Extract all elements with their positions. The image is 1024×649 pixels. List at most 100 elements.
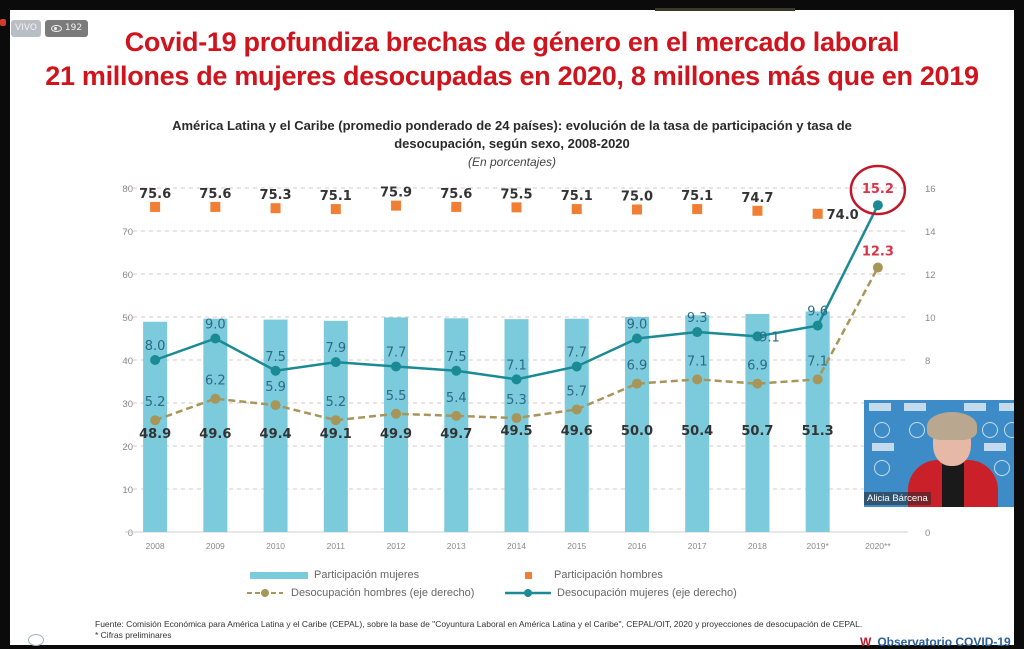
live-badge: VIVO bbox=[11, 20, 41, 37]
point-desocupacion-mujeres bbox=[150, 355, 161, 365]
backdrop-tile bbox=[984, 443, 1006, 451]
x-axis-tick-label: 2016 bbox=[628, 541, 647, 551]
data-label-participacion-hombres: 75.0 bbox=[621, 190, 653, 205]
data-label-desocupacion-hombres: 12.3 bbox=[862, 245, 894, 260]
legend-label: Participación mujeres bbox=[314, 569, 420, 581]
point-desocupacion-hombres bbox=[752, 378, 763, 389]
point-desocupacion-hombres bbox=[571, 404, 582, 415]
data-label-participacion-hombres: 75.9 bbox=[380, 186, 412, 201]
bar-participacion-mujeres bbox=[384, 317, 409, 532]
data-label-desocupacion-mujeres: 7.7 bbox=[566, 345, 587, 360]
data-label-participacion-mujeres: 49.4 bbox=[260, 427, 292, 442]
right-axis-tick-label: 14 bbox=[925, 227, 936, 238]
marker-participacion-hombres bbox=[752, 205, 763, 216]
data-label-desocupacion-hombres: 5.7 bbox=[566, 384, 587, 399]
x-axis-tick-label: 2014 bbox=[507, 541, 526, 551]
point-desocupacion-mujeres bbox=[571, 361, 582, 372]
right-axis-tick-label: 12 bbox=[925, 270, 936, 281]
point-desocupacion-mujeres bbox=[330, 357, 341, 368]
marker-participacion-hombres bbox=[631, 204, 642, 215]
observatory-text: Observatorio COVID-19 bbox=[877, 635, 1011, 649]
legend-item-desocupacion-hombres: Desocupación hombres (eje derecho) bbox=[245, 587, 474, 599]
data-label-desocupacion-hombres: 7.1 bbox=[687, 354, 708, 369]
data-label-desocupacion-mujeres: 9.0 bbox=[205, 318, 226, 333]
speaker-video[interactable]: Alicia Bárcena bbox=[864, 400, 1022, 507]
marker-participacion-hombres bbox=[812, 208, 823, 219]
backdrop-tile bbox=[869, 403, 891, 411]
bar-participacion-mujeres bbox=[564, 318, 589, 532]
data-label-desocupacion-hombres: 6.2 bbox=[205, 374, 226, 389]
right-axis-tick-label: 10 bbox=[925, 313, 936, 324]
data-label-participacion-mujeres: 49.1 bbox=[320, 427, 352, 442]
marker-participacion-hombres bbox=[571, 204, 582, 215]
data-label-participacion-hombres: 74.0 bbox=[827, 208, 859, 223]
footer-source: Fuente: Comisión Económica para América … bbox=[95, 619, 863, 629]
bar-participacion-mujeres bbox=[323, 320, 348, 532]
point-desocupacion-mujeres bbox=[872, 200, 883, 211]
point-desocupacion-mujeres bbox=[451, 365, 462, 376]
highlight-circle-annotation bbox=[849, 164, 907, 216]
point-desocupacion-hombres bbox=[872, 262, 883, 273]
legend-item-desocupacion-mujeres: Desocupación mujeres (eje derecho) bbox=[505, 587, 737, 599]
data-label-desocupacion-hombres: 5.5 bbox=[386, 389, 407, 404]
backdrop-tile bbox=[964, 403, 986, 411]
left-axis-tick-label: 10 bbox=[122, 485, 133, 496]
point-desocupacion-mujeres bbox=[210, 333, 221, 344]
data-label-desocupacion-hombres: 7.1 bbox=[807, 354, 828, 369]
observatory-label: W Observatorio COVID-19 bbox=[860, 635, 1011, 649]
left-axis-tick-label: 30 bbox=[122, 399, 133, 410]
x-axis-tick-label: 2010 bbox=[266, 541, 285, 551]
legend-swatch-dashed-line bbox=[247, 589, 283, 597]
point-desocupacion-hombres bbox=[210, 393, 221, 404]
bar-participacion-mujeres bbox=[263, 319, 288, 532]
x-axis-tick-label: 2020** bbox=[865, 541, 891, 551]
data-label-participacion-mujeres: 50.4 bbox=[681, 424, 713, 439]
data-label-desocupacion-mujeres: 7.5 bbox=[265, 350, 286, 365]
viewer-count-badge: 192 bbox=[45, 20, 88, 37]
point-desocupacion-hombres bbox=[692, 374, 703, 385]
top-bar-accent bbox=[655, 8, 795, 11]
marker-participacion-hombres bbox=[210, 201, 221, 212]
speaker-name: Alicia Bárcena bbox=[864, 492, 931, 505]
window-frame-right bbox=[1014, 0, 1024, 645]
x-axis-tick-label: 2019* bbox=[807, 541, 830, 551]
data-label-desocupacion-mujeres: 7.5 bbox=[446, 350, 467, 365]
data-label-participacion-mujeres: 48.9 bbox=[139, 427, 171, 442]
un-logo-icon bbox=[28, 634, 44, 646]
x-axis-tick-label: 2011 bbox=[327, 541, 346, 551]
recording-dot-icon bbox=[0, 19, 6, 26]
x-axis-tick-label: 2013 bbox=[447, 541, 466, 551]
slide-title-line1: Covid-19 profundiza brechas de género en… bbox=[124, 27, 900, 57]
point-desocupacion-mujeres bbox=[752, 331, 763, 342]
point-desocupacion-mujeres bbox=[692, 327, 703, 338]
data-label-desocupacion-hombres: 6.9 bbox=[747, 359, 768, 374]
viewer-count: 192 bbox=[64, 23, 83, 33]
point-desocupacion-mujeres bbox=[270, 365, 281, 376]
marker-participacion-hombres bbox=[270, 203, 281, 214]
un-emblem-icon bbox=[909, 422, 925, 438]
point-desocupacion-hombres bbox=[511, 413, 522, 424]
data-label-desocupacion-hombres: 5.4 bbox=[446, 391, 467, 406]
point-desocupacion-mujeres bbox=[391, 361, 402, 372]
data-label-desocupacion-mujeres: 9.1 bbox=[759, 330, 780, 345]
bar-participacion-mujeres bbox=[624, 317, 649, 532]
point-desocupacion-hombres bbox=[812, 374, 823, 385]
data-label-desocupacion-mujeres: 8.0 bbox=[145, 339, 166, 354]
bar-participacion-mujeres bbox=[805, 311, 830, 532]
legend-item-participacion-hombres: Participación hombres bbox=[505, 569, 663, 581]
right-axis-tick-label: 16 bbox=[925, 184, 936, 195]
left-axis-tick-label: 50 bbox=[122, 313, 133, 324]
data-label-desocupacion-mujeres: 7.7 bbox=[386, 345, 407, 360]
data-label-participacion-mujeres: 50.0 bbox=[621, 424, 653, 439]
legend-item-participacion-mujeres: Participación mujeres bbox=[250, 569, 419, 581]
data-label-participacion-hombres: 75.1 bbox=[681, 189, 713, 204]
marker-participacion-hombres bbox=[330, 204, 341, 215]
x-axis-tick-label: 2012 bbox=[387, 541, 406, 551]
point-desocupacion-mujeres bbox=[631, 333, 642, 344]
data-label-participacion-hombres: 75.5 bbox=[500, 187, 532, 202]
point-desocupacion-mujeres bbox=[511, 374, 522, 385]
data-label-participacion-mujeres: 49.5 bbox=[500, 424, 532, 439]
speaker-collar bbox=[942, 462, 964, 507]
marker-participacion-hombres bbox=[150, 201, 161, 212]
